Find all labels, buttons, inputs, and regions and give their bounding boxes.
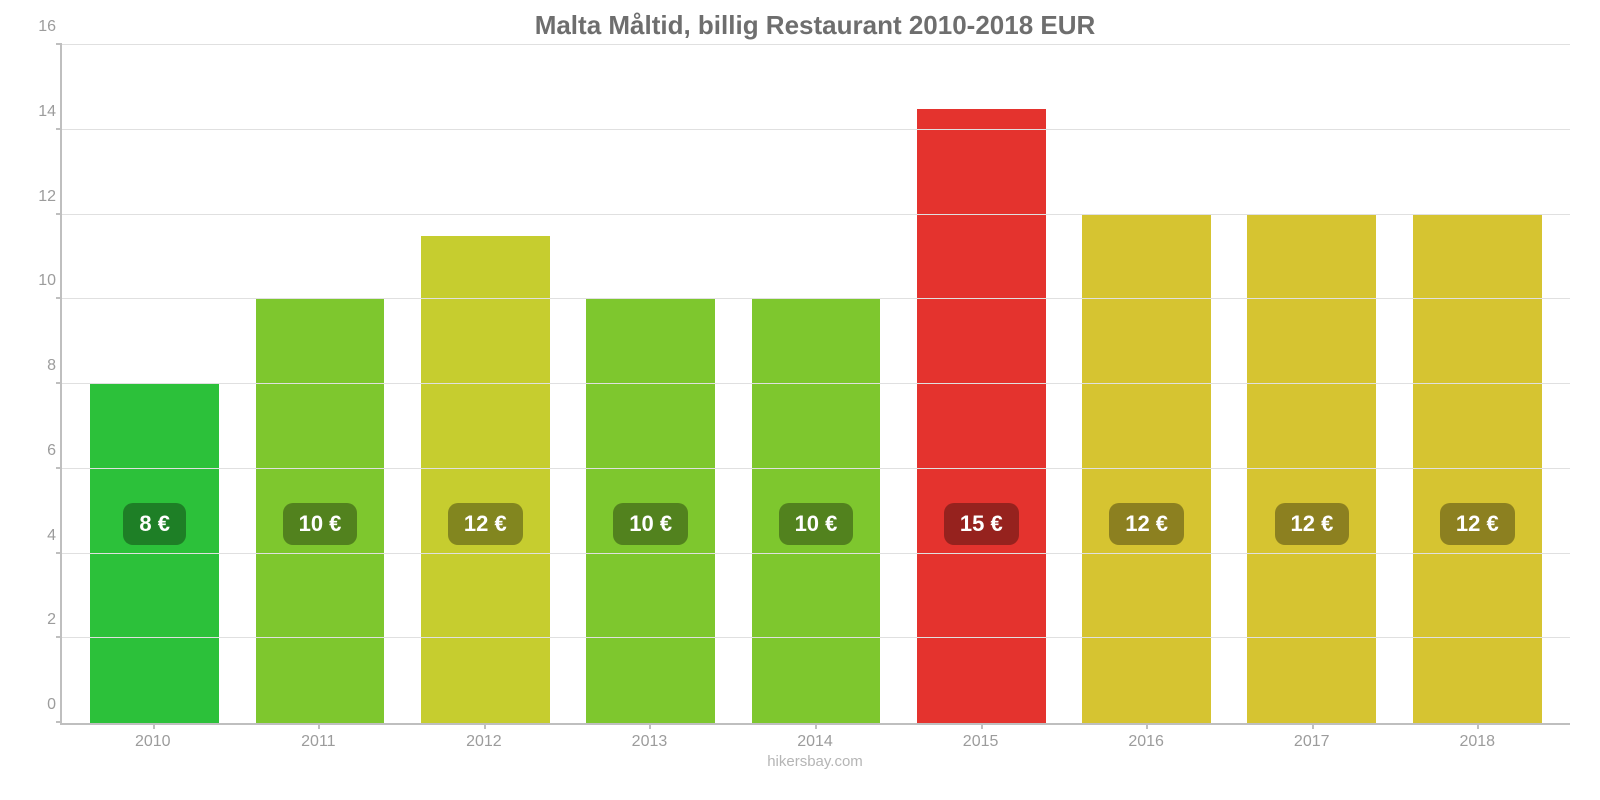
x-tick-mark [153,723,155,729]
source-label: hikersbay.com [60,753,1570,770]
x-tick-mark [484,723,486,729]
gridline [62,468,1570,469]
y-tick-label: 4 [18,527,56,545]
bar [1247,215,1376,724]
bar-slot: 12 € [1395,45,1560,723]
x-tick-mark [649,723,651,729]
value-badge: 10 € [283,503,358,545]
x-tick-text: 2016 [1128,733,1164,750]
value-badge: 12 € [448,503,523,545]
value-badge: 12 € [1275,503,1350,545]
badge-wrap: 10 € [733,503,898,545]
value-badge: 10 € [779,503,854,545]
x-tick-text: 2012 [466,733,502,750]
bar [917,109,1046,723]
bar [421,236,550,723]
x-tick-text: 2010 [135,733,171,750]
plot-area: 8 €10 €12 €10 €10 €15 €12 €12 €12 € 0246… [60,45,1570,725]
badge-wrap: 8 € [72,503,237,545]
bar-slot: 8 € [72,45,237,723]
y-tick-mark [56,467,62,469]
y-tick-mark [56,297,62,299]
badge-wrap: 12 € [403,503,568,545]
bar-slot: 15 € [899,45,1064,723]
x-tick-text: 2015 [963,733,999,750]
x-tick-label: 2016 [1063,733,1229,751]
bar [1082,215,1211,724]
value-badge: 12 € [1109,503,1184,545]
x-tick-mark [981,723,983,729]
gridline [62,383,1570,384]
y-tick-label: 0 [18,696,56,714]
bar-slot: 10 € [568,45,733,723]
x-tick-label: 2017 [1229,733,1395,751]
value-badge: 15 € [944,503,1019,545]
x-tick-text: 2013 [632,733,668,750]
x-tick-label: 2010 [70,733,236,751]
badge-wrap: 15 € [899,503,1064,545]
y-tick-label: 14 [18,103,56,121]
x-tick-label: 2018 [1395,733,1561,751]
chart-container: Malta Måltid, billig Restaurant 2010-201… [0,0,1600,800]
badge-wrap: 12 € [1395,503,1560,545]
bar [90,384,219,723]
x-tick-text: 2018 [1459,733,1495,750]
gridline [62,44,1570,45]
y-tick-mark [56,552,62,554]
value-badge: 8 € [123,503,186,545]
y-tick-mark [56,43,62,45]
bars-group: 8 € 10 € 12 € 10 € 10 € 15 € 12 € 12 € 12 € [62,45,1570,723]
x-tick-mark [815,723,817,729]
x-tick-mark [1477,723,1479,729]
bar-slot: 12 € [1229,45,1394,723]
y-tick-label: 10 [18,272,56,290]
x-tick-label: 2011 [236,733,402,751]
value-badge: 10 € [613,503,688,545]
y-tick-label: 16 [18,18,56,36]
badge-wrap: 12 € [1064,503,1229,545]
x-tick-mark [1312,723,1314,729]
y-tick-mark [56,128,62,130]
badge-wrap: 10 € [568,503,733,545]
y-tick-mark [56,382,62,384]
bar-slot: 10 € [237,45,402,723]
y-tick-label: 8 [18,357,56,375]
gridline [62,298,1570,299]
y-tick-mark [56,213,62,215]
value-badge: 12 € [1440,503,1515,545]
x-tick-label: 2014 [732,733,898,751]
y-tick-label: 2 [18,611,56,629]
gridline [62,214,1570,215]
x-tick-label: 2012 [401,733,567,751]
gridline [62,637,1570,638]
badge-wrap: 10 € [237,503,402,545]
badge-wrap: 12 € [1229,503,1394,545]
x-tick-text: 2014 [797,733,833,750]
y-tick-mark [56,721,62,723]
x-tick-label: 2013 [567,733,733,751]
y-tick-label: 6 [18,442,56,460]
gridline [62,129,1570,130]
bar-slot: 12 € [403,45,568,723]
x-axis-labels: 2010 2011 2012 2013 2014 2015 2016 2017 2018 [60,725,1570,751]
y-tick-label: 12 [18,188,56,206]
gridline [62,553,1570,554]
bar [1413,215,1542,724]
chart-title: Malta Måltid, billig Restaurant 2010-201… [60,10,1570,41]
x-tick-mark [1146,723,1148,729]
x-tick-label: 2015 [898,733,1064,751]
x-tick-text: 2017 [1294,733,1330,750]
x-tick-text: 2011 [301,733,335,750]
bar-slot: 12 € [1064,45,1229,723]
y-tick-mark [56,636,62,638]
bar-slot: 10 € [733,45,898,723]
x-tick-mark [318,723,320,729]
